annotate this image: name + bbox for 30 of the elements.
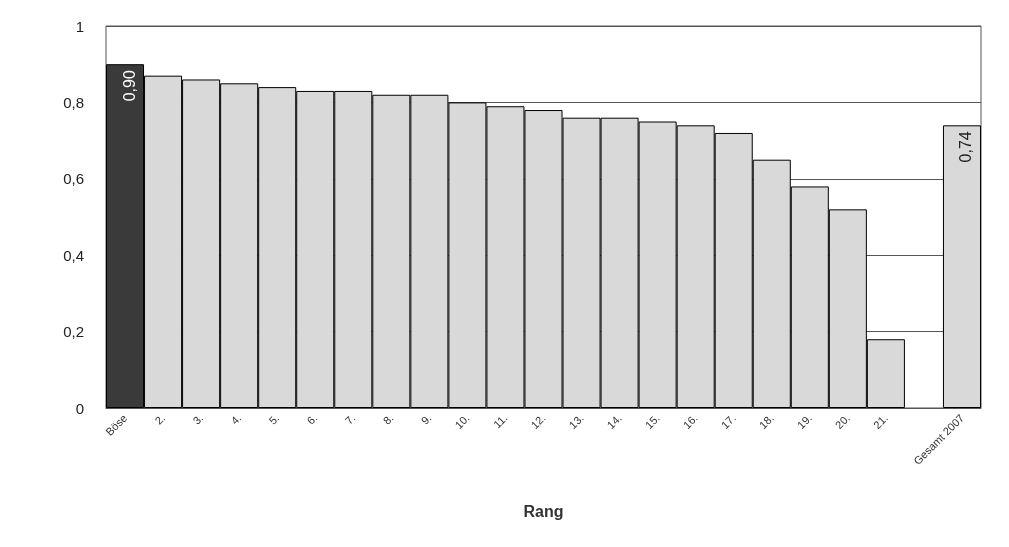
x-tick-label: 20. <box>832 411 853 432</box>
x-tick-label: 9. <box>418 411 434 427</box>
y-tick-label: 0,2 <box>63 323 84 341</box>
x-tick-label: 4. <box>228 411 244 427</box>
x-tick-label: 8. <box>380 411 396 427</box>
y-tick-label: 0,8 <box>63 93 84 111</box>
y-tick-label: 0,4 <box>63 246 84 264</box>
data-label: 0,74 <box>957 131 975 163</box>
x-tick-label: 13. <box>566 411 586 432</box>
x-tick-label: 17. <box>718 411 738 432</box>
x-tick-label: 11. <box>490 411 510 431</box>
y-tick-label: 0 <box>75 399 84 417</box>
x-tick-label: 6. <box>304 411 320 427</box>
x-tick-label: 19. <box>794 411 815 432</box>
x-tick-label: 21. <box>870 411 891 432</box>
bar <box>942 125 981 408</box>
x-axis-title: Rang <box>523 502 564 520</box>
y-tick-label: 1 <box>75 17 84 35</box>
x-tick-label: 2. <box>152 411 168 427</box>
x-tick-label: 15. <box>642 411 662 432</box>
x-tick-label: 18. <box>756 411 776 432</box>
x-tick-label: 7. <box>342 411 358 427</box>
x-tick-label: 12. <box>528 411 548 432</box>
x-tick-label: 3. <box>190 411 206 427</box>
x-tick-label: 16. <box>680 411 700 432</box>
x-tick-label: 14. <box>604 411 624 432</box>
x-tick-label: 10. <box>452 411 472 432</box>
y-tick-label: 0,6 <box>63 170 84 188</box>
data-label: 0,90 <box>120 70 138 102</box>
x-tick-label: 5. <box>266 411 282 427</box>
